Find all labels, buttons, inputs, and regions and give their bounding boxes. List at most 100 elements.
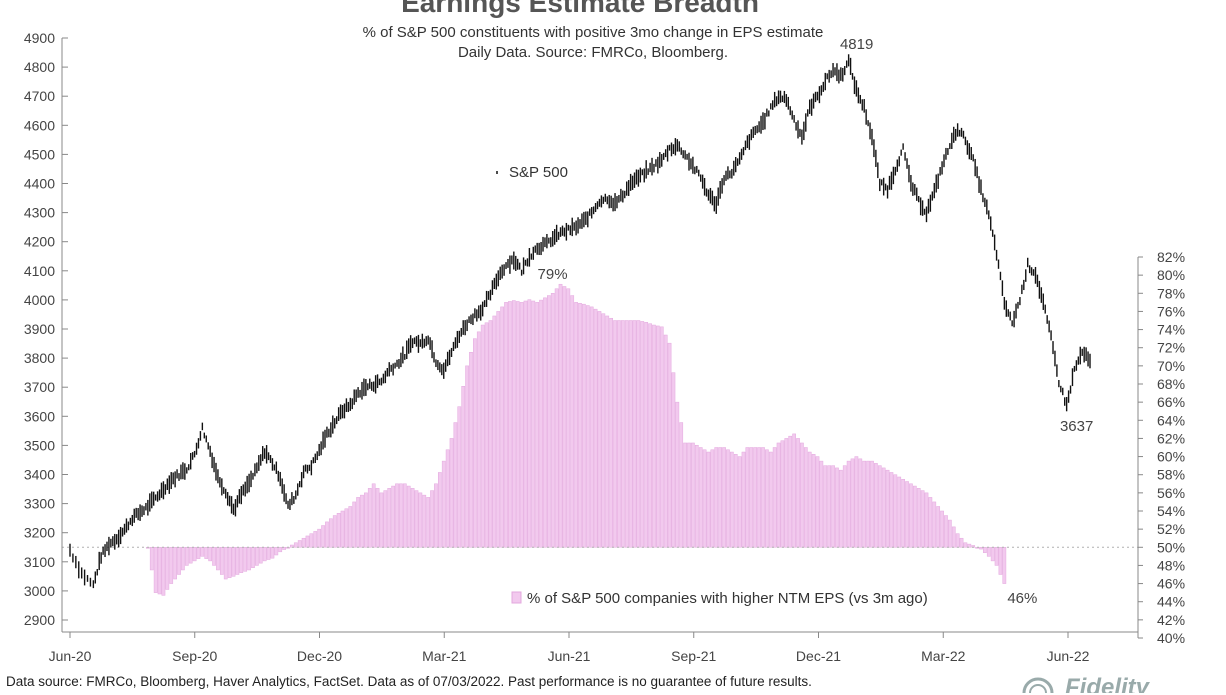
breadth-bar bbox=[570, 295, 575, 548]
breadth-bar bbox=[936, 506, 941, 548]
breadth-bar bbox=[543, 297, 547, 548]
breadth-bar bbox=[223, 547, 228, 580]
breadth-bar bbox=[508, 301, 512, 548]
breadth-bar bbox=[628, 320, 633, 548]
labels-layer: Earnings Estimate Breadth % of S&P 500 c… bbox=[363, 0, 1094, 607]
breadth-bars-layer bbox=[146, 283, 1007, 596]
breadth-bar bbox=[278, 547, 283, 553]
right-axis-tick-label: 40% bbox=[1157, 630, 1185, 646]
x-axis-tick-label: Mar-22 bbox=[921, 648, 966, 664]
breadth-bar bbox=[328, 518, 333, 548]
breadth-bar bbox=[858, 458, 863, 548]
sp500-peak-label: 4819 bbox=[840, 36, 873, 53]
right-axis-tick-label: 72% bbox=[1157, 340, 1185, 356]
breadth-bar bbox=[395, 483, 399, 548]
breadth-bar bbox=[862, 460, 867, 548]
breadth-bar bbox=[282, 547, 286, 550]
breadth-bar bbox=[593, 308, 598, 548]
breadth-bar bbox=[469, 352, 473, 548]
chart-title: Earnings Estimate Breadth bbox=[401, 0, 759, 18]
breadth-bar bbox=[239, 547, 244, 573]
breadth-legend-swatch bbox=[511, 591, 522, 604]
breadth-bar bbox=[527, 299, 532, 548]
right-axis-tick-label: 76% bbox=[1157, 303, 1185, 319]
breadth-bar bbox=[881, 467, 886, 548]
axes-layer: 2900 3000 3100 3200 3300 3400 3500 3600 3700 3800… bbox=[24, 30, 1185, 664]
breadth-bar bbox=[706, 451, 711, 548]
breadth-bar bbox=[566, 288, 571, 548]
breadth-legend-label: % of S&P 500 companies with higher NTM E… bbox=[527, 590, 928, 607]
breadth-bar bbox=[426, 497, 431, 548]
breadth-bar bbox=[290, 544, 294, 548]
breadth-bar bbox=[885, 469, 890, 548]
right-axis-tick-label: 44% bbox=[1157, 594, 1185, 610]
breadth-bar bbox=[827, 465, 832, 548]
left-axis-tick-label: 3500 bbox=[24, 437, 55, 453]
breadth-bar bbox=[157, 547, 162, 595]
right-axis-tick-label: 74% bbox=[1157, 322, 1185, 338]
breadth-bar bbox=[235, 547, 240, 575]
breadth-bar bbox=[854, 456, 859, 548]
breadth-bar bbox=[831, 465, 835, 548]
sp500-legend-label: S&P 500 bbox=[509, 164, 568, 181]
left-axis-tick-label: 3200 bbox=[24, 525, 55, 541]
breadth-bar bbox=[309, 533, 314, 548]
breadth-bar bbox=[912, 485, 917, 548]
breadth-bar bbox=[683, 442, 687, 548]
breadth-bar bbox=[944, 515, 948, 548]
breadth-bar bbox=[418, 492, 423, 548]
breadth-bar bbox=[792, 433, 796, 548]
left-axis-tick-label: 2900 bbox=[24, 612, 55, 628]
breadth-bar bbox=[928, 497, 933, 548]
breadth-bar bbox=[624, 320, 629, 548]
breadth-bar bbox=[367, 488, 372, 548]
breadth-bar bbox=[177, 547, 181, 575]
breadth-bar bbox=[807, 451, 812, 548]
breadth-bar bbox=[204, 547, 209, 559]
right-axis-tick-label: 54% bbox=[1157, 503, 1185, 519]
breadth-bar bbox=[441, 460, 446, 548]
breadth-bar bbox=[924, 492, 929, 548]
breadth-bar bbox=[325, 521, 329, 548]
left-axis-tick-label: 3800 bbox=[24, 350, 55, 366]
breadth-bar bbox=[842, 465, 847, 548]
chart-subtitle-line2: Daily Data. Source: FMRCo, Bloomberg. bbox=[458, 44, 728, 61]
breadth-bar bbox=[184, 547, 189, 566]
breadth-bar bbox=[360, 494, 364, 548]
breadth-bar bbox=[219, 547, 224, 575]
breadth-bar bbox=[983, 547, 987, 553]
breadth-bar bbox=[897, 476, 902, 548]
left-axis-tick-label: 3100 bbox=[24, 554, 55, 570]
left-axis-tick-label: 4000 bbox=[24, 292, 55, 308]
breadth-bar bbox=[181, 547, 185, 571]
breadth-bar bbox=[620, 320, 625, 548]
breadth-bar bbox=[784, 438, 789, 548]
breadth-bar bbox=[733, 454, 738, 548]
right-axis-tick-label: 52% bbox=[1157, 521, 1185, 537]
breadth-bar bbox=[371, 483, 376, 548]
breadth-bar bbox=[383, 490, 388, 548]
right-axis-tick-label: 82% bbox=[1157, 249, 1185, 265]
breadth-bar bbox=[414, 490, 419, 548]
breadth-bar bbox=[274, 547, 279, 556]
breadth-bar bbox=[585, 305, 590, 548]
chart-subtitle-line1: % of S&P 500 constituents with positive … bbox=[363, 24, 824, 41]
breadth-bar bbox=[601, 313, 606, 548]
breadth-bar bbox=[866, 460, 870, 548]
breadth-bar bbox=[243, 547, 248, 572]
breadth-bar bbox=[484, 322, 489, 548]
breadth-bar bbox=[305, 535, 310, 548]
breadth-bar bbox=[753, 447, 758, 548]
breadth-bar bbox=[659, 326, 664, 548]
breadth-bar bbox=[578, 303, 582, 548]
breadth-bar bbox=[905, 481, 909, 548]
breadth-bar bbox=[687, 442, 691, 548]
right-axis-tick-label: 60% bbox=[1157, 449, 1185, 465]
breadth-bar bbox=[613, 320, 617, 548]
breadth-bar bbox=[640, 321, 645, 548]
right-axis-tick-label: 48% bbox=[1157, 557, 1185, 573]
breadth-bar bbox=[352, 501, 357, 548]
footer-source-note: Data source: FMRCo, Bloomberg, Haver Ana… bbox=[6, 674, 812, 689]
breadth-bar bbox=[399, 483, 403, 548]
x-axis-tick-label: Jun-21 bbox=[548, 648, 591, 664]
